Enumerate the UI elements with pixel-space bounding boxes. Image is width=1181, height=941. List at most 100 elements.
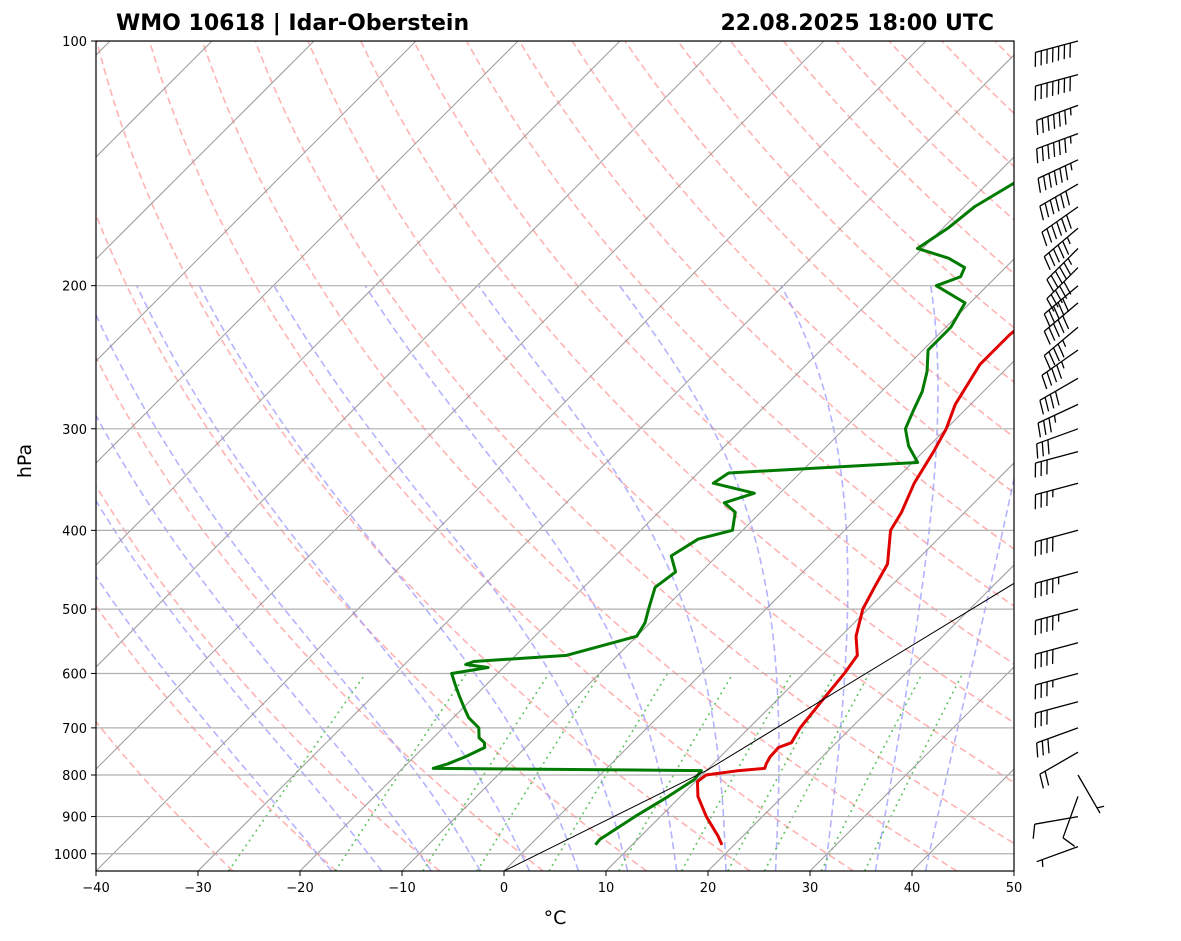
isotherm xyxy=(96,41,519,464)
wind-barb-shape xyxy=(1037,403,1079,438)
y-tick-label: 900 xyxy=(62,811,87,826)
wind-barb xyxy=(1034,529,1079,557)
wind-barb xyxy=(1037,403,1079,438)
dry-adiabat xyxy=(571,41,1014,494)
y-tick-label: 700 xyxy=(62,722,87,737)
wind-barb-shape xyxy=(1034,608,1079,636)
wind-barb-shape xyxy=(1034,672,1079,700)
wind-barb-shape xyxy=(1041,206,1079,247)
background-lines xyxy=(96,41,1181,871)
dry-adiabat xyxy=(254,41,1014,845)
wind-barb xyxy=(1046,248,1079,293)
isotherm xyxy=(299,156,1014,871)
dry-adiabat xyxy=(148,41,854,871)
wind-barbs xyxy=(1032,40,1105,867)
isotherm xyxy=(96,41,417,362)
dry-adiabat xyxy=(1153,41,1181,871)
x-tick-label: 0 xyxy=(500,881,508,896)
dry-adiabat xyxy=(465,41,1014,608)
moist-adiabat xyxy=(96,313,482,871)
wind-barb xyxy=(1041,206,1079,247)
wind-barb-shape xyxy=(1034,450,1079,478)
dry-adiabat xyxy=(1048,41,1181,871)
isotherm xyxy=(96,41,723,668)
parcel-line xyxy=(503,582,1014,871)
y-tick-label: 1000 xyxy=(54,848,87,863)
mixing-ratio-line xyxy=(618,673,734,871)
dewpoint-line xyxy=(431,181,1014,846)
wind-barb-shape xyxy=(1036,428,1079,459)
wind-barb-shape xyxy=(1032,815,1079,839)
y-tick-label: 200 xyxy=(62,280,87,295)
plot-area xyxy=(96,41,1014,871)
y-tick-label: 300 xyxy=(62,423,87,438)
x-axis-label: °C xyxy=(544,907,567,929)
x-tick-label: 50 xyxy=(1006,881,1023,896)
wind-barb-shape xyxy=(1062,796,1079,847)
isotherm xyxy=(96,41,315,260)
x-tick-label: −40 xyxy=(82,881,109,896)
dry-adiabat xyxy=(307,41,1014,784)
isotherm xyxy=(96,41,825,770)
mixing-ratio-line xyxy=(820,673,923,871)
temperature-line xyxy=(695,329,1014,846)
moist-adiabat xyxy=(136,285,531,871)
moist-adiabat xyxy=(780,285,849,871)
wind-barb xyxy=(1043,302,1079,345)
wind-barb-shape xyxy=(1077,774,1105,814)
wind-barb xyxy=(1032,815,1079,839)
wind-barb-shape xyxy=(1034,571,1079,598)
wind-barb xyxy=(1036,428,1079,459)
y-tick-label: 100 xyxy=(62,35,87,50)
wind-barb xyxy=(1039,183,1079,221)
wind-barb xyxy=(1034,482,1079,510)
isotherm xyxy=(605,462,1014,871)
chart-title-station: WMO 10618 | Idar-Oberstein xyxy=(116,11,469,36)
wind-barb-shape xyxy=(1036,845,1079,867)
dry-adiabat xyxy=(782,41,1014,275)
wind-barb xyxy=(1043,326,1079,370)
x-tick-label: 30 xyxy=(802,881,819,896)
wind-barb xyxy=(1037,159,1079,193)
wind-barb xyxy=(1034,701,1079,728)
dry-adiabat xyxy=(412,41,1014,665)
wind-barb xyxy=(1041,349,1079,390)
dry-adiabat xyxy=(730,41,1014,329)
wind-barb-shape xyxy=(1036,104,1079,135)
moist-adiabat xyxy=(618,285,780,871)
x-tick-label: −10 xyxy=(388,881,415,896)
axis-ticks: −40 −30 −20 −10 0 10 20 30 40 50 100 200 300 400 500 60… xyxy=(54,35,1022,896)
wind-barb xyxy=(1034,672,1079,700)
y-tick-label: 400 xyxy=(62,524,87,539)
mixing-ratio-line xyxy=(476,673,601,871)
wind-barb-shape xyxy=(1046,248,1079,293)
wind-barb xyxy=(1077,774,1105,814)
mixing-ratio-line xyxy=(763,673,870,871)
wind-barb xyxy=(1036,845,1079,867)
wind-barb-shape xyxy=(1043,326,1079,370)
x-tick-label: 20 xyxy=(700,881,717,896)
wind-barb xyxy=(1043,227,1079,271)
wind-barb-shape xyxy=(1034,73,1079,101)
isotherm xyxy=(197,54,1014,871)
moist-adiabat xyxy=(364,285,678,871)
wind-barb xyxy=(1034,571,1079,598)
dry-adiabat xyxy=(96,720,234,871)
wind-barb-shape xyxy=(1034,482,1079,510)
wind-barb xyxy=(1034,608,1079,636)
wind-barb-shape xyxy=(1037,159,1079,193)
wind-barb xyxy=(1034,450,1079,478)
wind-barb-shape xyxy=(1043,302,1079,345)
y-tick-label: 600 xyxy=(62,667,87,682)
wind-barb xyxy=(1036,727,1079,758)
mixing-ratio-line xyxy=(548,673,669,871)
plot-frame xyxy=(95,40,1015,872)
wind-barb xyxy=(1034,73,1079,101)
y-axis-label: hPa xyxy=(14,444,36,478)
wind-barb xyxy=(1036,132,1079,164)
wind-barb-shape xyxy=(1039,183,1079,221)
isotherm xyxy=(809,666,1014,871)
wind-barb-shape xyxy=(1036,132,1079,164)
dry-adiabat xyxy=(96,356,544,871)
y-tick-label: 500 xyxy=(62,603,87,618)
